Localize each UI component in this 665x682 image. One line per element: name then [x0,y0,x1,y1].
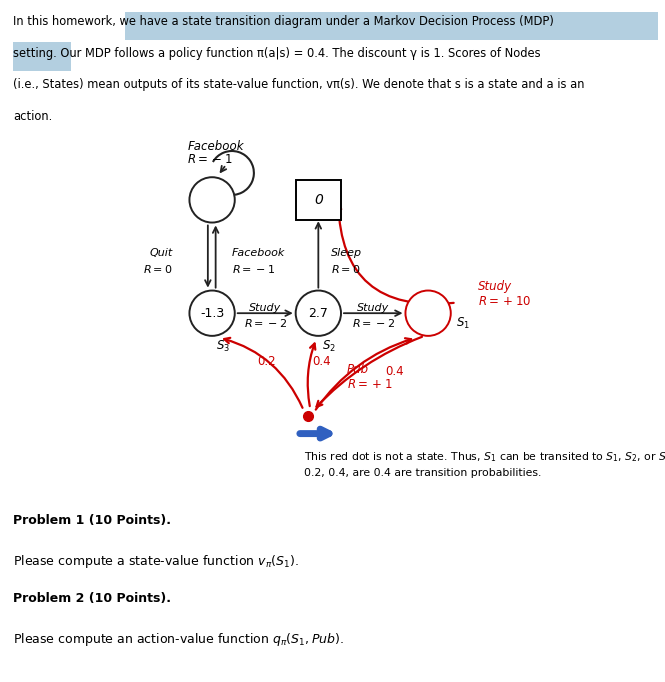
FancyBboxPatch shape [12,42,71,71]
Text: Quit: Quit [150,248,173,258]
Text: setting. Our MDP follows a policy function π(a|s) = 0.4. The discount γ is 1. Sc: setting. Our MDP follows a policy functi… [13,47,541,60]
Text: Please compute a state-value function $v_{\pi}(S_1)$.: Please compute a state-value function $v… [13,552,299,569]
Circle shape [406,291,451,336]
Text: In this homework, we have a state transition diagram under a Markov Decision Pro: In this homework, we have a state transi… [13,16,554,29]
Text: Please compute an action-value function $q_{\pi}(S_1, Pub)$.: Please compute an action-value function … [13,631,344,648]
Text: action.: action. [13,110,53,123]
Text: Problem 2 (10 Points).: Problem 2 (10 Points). [13,591,172,604]
Text: $S_1$: $S_1$ [456,316,470,331]
Text: 0.2, 0.4, are 0.4 are transition probabilities.: 0.2, 0.4, are 0.4 are transition probabi… [304,468,541,477]
Text: Pub: Pub [346,364,369,376]
Circle shape [190,291,235,336]
Circle shape [190,177,235,222]
Text: 0.4: 0.4 [312,355,331,368]
Text: $S_2$: $S_2$ [322,339,336,354]
Text: $R = -1$: $R = -1$ [188,153,233,166]
Text: $R = -1$: $R = -1$ [232,263,275,276]
Text: 0.4: 0.4 [386,365,404,378]
Text: $R = -2$: $R = -2$ [243,317,287,329]
Text: $R = 0$: $R = 0$ [331,263,361,275]
FancyBboxPatch shape [296,180,341,220]
Text: Study: Study [477,280,512,293]
Text: Study: Study [357,303,389,312]
Text: Facebook: Facebook [232,248,285,258]
Text: 0: 0 [314,193,323,207]
Circle shape [296,291,341,336]
Text: $R = -2$: $R = -2$ [352,317,395,329]
Text: -1.3: -1.3 [200,307,224,320]
Text: 0.2: 0.2 [257,355,276,368]
Text: Study: Study [249,303,281,312]
Text: This red dot is not a state. Thus, $S_1$ can be transited to $S_1$, $S_2$, or $S: This red dot is not a state. Thus, $S_1$… [304,450,665,464]
Text: Problem 1 (10 Points).: Problem 1 (10 Points). [13,514,172,527]
Text: $R = +1$: $R = +1$ [346,378,392,391]
Text: Facebook: Facebook [188,140,244,153]
Text: $S_3$: $S_3$ [215,339,229,354]
Text: (i.e., States) mean outputs of its state-value function, vπ(s). We denote that s: (i.e., States) mean outputs of its state… [13,78,585,91]
Text: $R = +10$: $R = +10$ [477,295,531,308]
Text: Sleep: Sleep [331,248,362,258]
Text: $R = 0$: $R = 0$ [144,263,173,276]
Text: 2.7: 2.7 [309,307,329,320]
FancyBboxPatch shape [125,12,660,40]
